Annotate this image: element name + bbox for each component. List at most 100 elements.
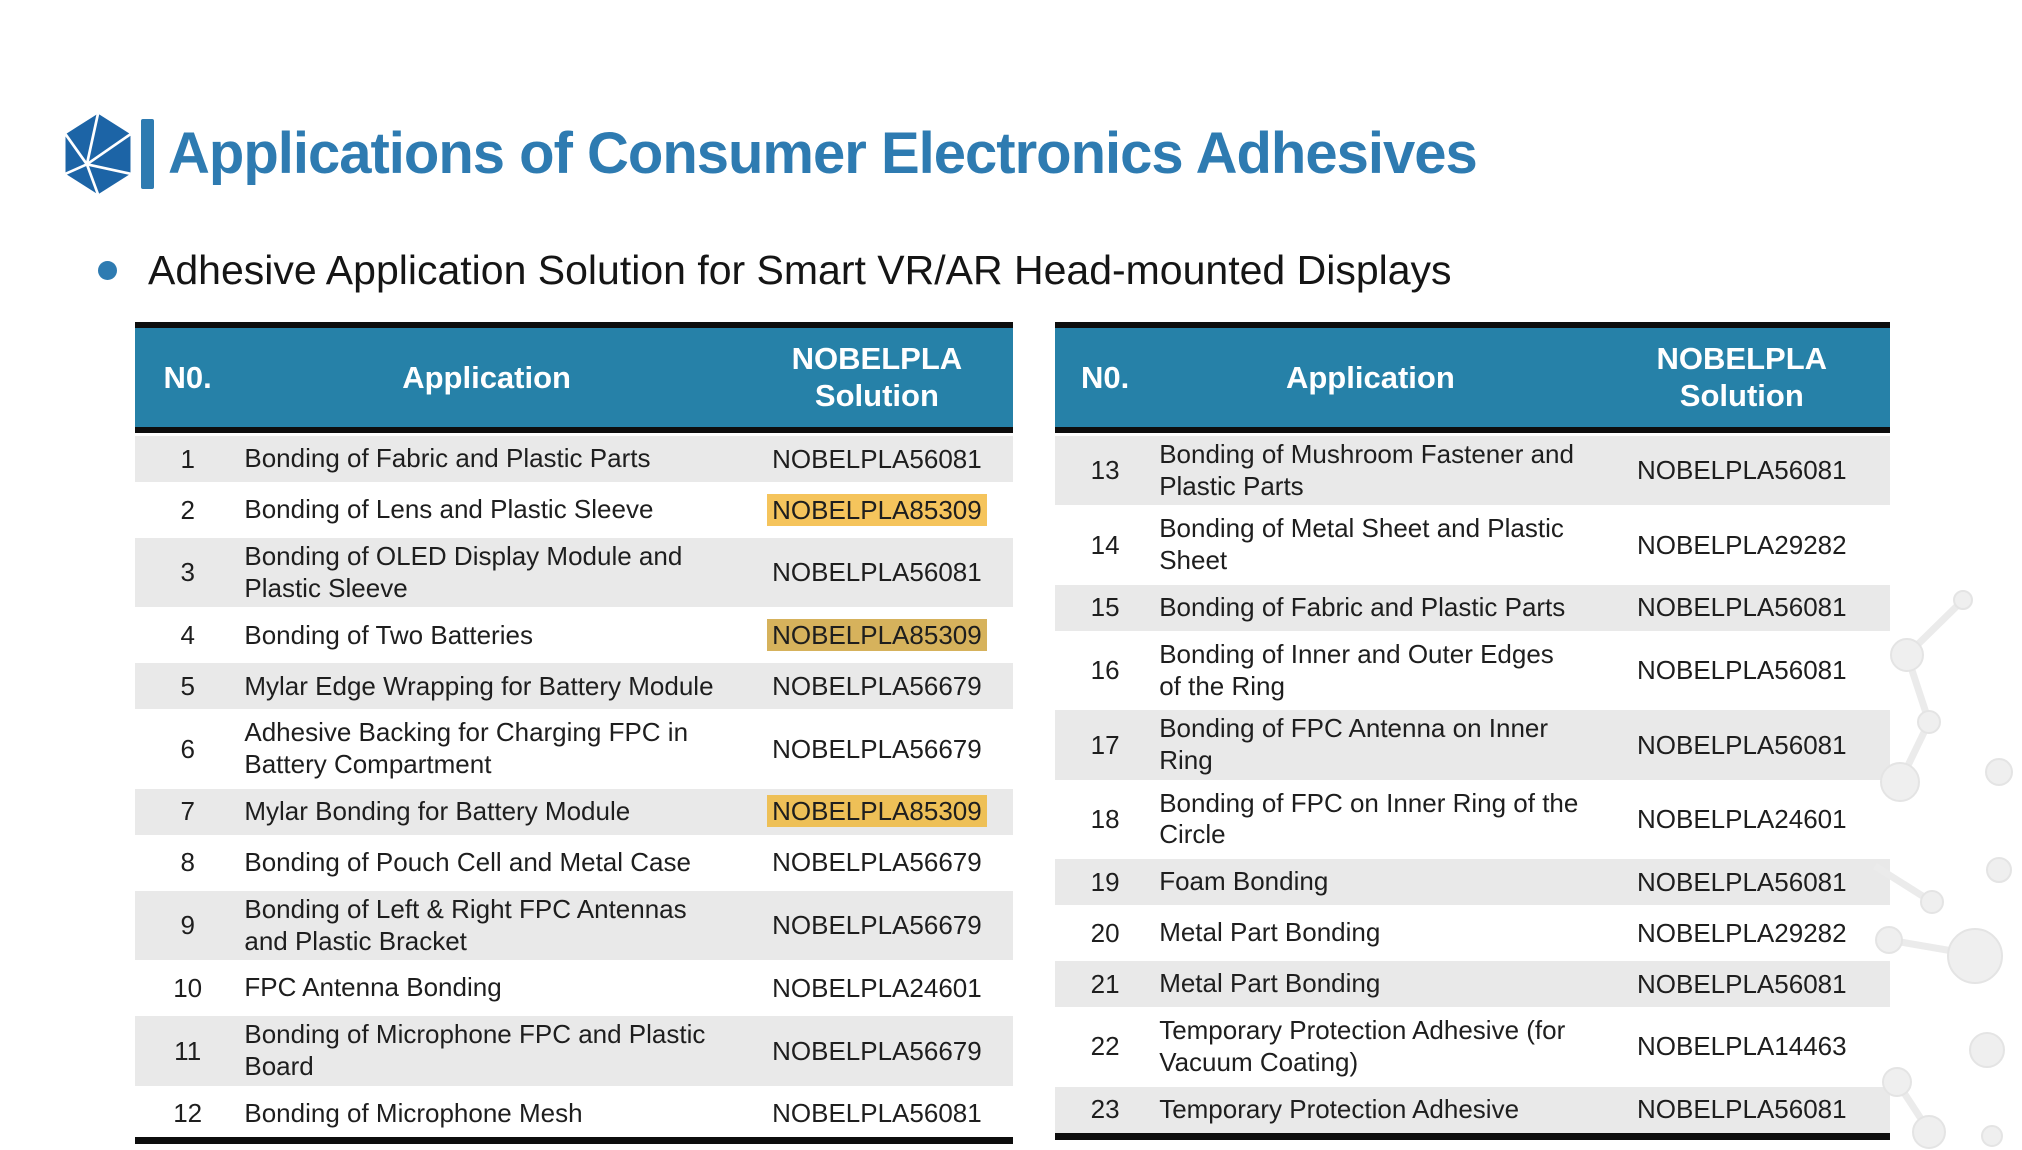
hexagon-facet-logo-icon: [64, 113, 132, 195]
cell-application: Bonding of OLED Display Module and Plast…: [244, 541, 683, 603]
cell-solution: NOBELPLA85309: [741, 618, 1013, 651]
table-header: N0. Application NOBELPLA Solution: [135, 322, 1013, 433]
page-title: Applications of Consumer Electronics Adh…: [168, 121, 1478, 186]
cell-solution: NOBELPLA56081: [1594, 1094, 1890, 1125]
cell-solution: NOBELPLA56081: [1594, 730, 1890, 761]
highlighted-solution-code: NOBELPLA85309: [767, 795, 987, 828]
slide-header: Applications of Consumer Electronics Adh…: [62, 112, 1478, 196]
cell-application: Temporary Protection Adhesive (for Vacuu…: [1159, 1015, 1566, 1077]
cell-solution: NOBELPLA29282: [1594, 530, 1890, 561]
table-row: 14 Bonding of Metal Sheet and Plastic She…: [1055, 510, 1890, 580]
cell-no: 10: [173, 972, 203, 1003]
cell-application: Metal Part Bonding: [1159, 917, 1381, 948]
solution-code: NOBELPLA56679: [772, 847, 982, 878]
solution-code: NOBELPLA56081: [1636, 968, 1847, 999]
cell-no: 5: [180, 670, 195, 701]
cell-solution: NOBELPLA56081: [741, 444, 1013, 475]
solution-code: NOBELPLA56081: [772, 443, 982, 474]
solution-code: NOBELPLA56081: [1636, 655, 1847, 686]
cell-solution: NOBELPLA24601: [1594, 804, 1890, 835]
subtitle-row: Adhesive Application Solution for Smart …: [98, 247, 1452, 293]
table-row: 6 Adhesive Backing for Charging FPC in Ba…: [135, 714, 1013, 784]
cell-solution: NOBELPLA56679: [741, 671, 1013, 702]
solution-code: NOBELPLA56081: [772, 1098, 982, 1129]
table-header: N0. Application NOBELPLA Solution: [1055, 322, 1890, 433]
solution-code: NOBELPLA56679: [772, 733, 982, 764]
solution-code: NOBELPLA29282: [1636, 529, 1847, 560]
cell-no: 9: [180, 910, 195, 941]
cell-application: Bonding of Inner and Outer Edges of the …: [1159, 638, 1554, 701]
header-solution: NOBELPLA Solution: [1594, 341, 1890, 414]
cell-solution: NOBELPLA56679: [741, 734, 1013, 765]
table-row: 9 Bonding of Left & Right FPC Antennas an…: [135, 890, 1013, 961]
table-row: 2 Bonding of Lens and Plastic Sleeve NOBEL…: [135, 487, 1013, 533]
cell-no: 2: [180, 494, 195, 525]
cell-application: Bonding of FPC on Inner Ring of the Circ…: [1159, 787, 1579, 850]
header-no: N0.: [1080, 359, 1130, 395]
table-row: 7 Mylar Bonding for Battery Module NOBELPL…: [135, 788, 1013, 835]
cell-application: Temporary Protection Adhesive: [1159, 1093, 1520, 1124]
cell-solution: NOBELPLA14463: [1594, 1031, 1890, 1062]
table-row: 15 Bonding of Fabric and Plastic Parts NOB…: [1055, 584, 1890, 631]
cell-application: Bonding of Microphone Mesh: [244, 1097, 583, 1128]
applications-table-right: N0. Application NOBELPLA Solution 13 Bond…: [1055, 322, 1890, 1140]
cell-application: Mylar Edge Wrapping for Battery Module: [244, 670, 714, 701]
cell-no: 19: [1090, 866, 1120, 897]
cell-application: Bonding of Pouch Cell and Metal Case: [244, 847, 691, 878]
molecule-watermark-icon: [1873, 590, 2013, 1149]
cell-application: Bonding of Mushroom Fastener and Plastic…: [1159, 439, 1574, 501]
table-row: 5 Mylar Edge Wrapping for Battery Module N…: [135, 663, 1013, 710]
cell-no: 14: [1090, 529, 1120, 560]
cell-application: FPC Antenna Bonding: [244, 972, 502, 1003]
table-row: 10 FPC Antenna Bonding NOBELPLA24601: [135, 965, 1013, 1012]
table-row: 1 Bonding of Fabric and Plastic Parts NOBE…: [135, 436, 1013, 482]
table-row: 4 Bonding of Two Batteries NOBELPLA85309: [135, 612, 1013, 659]
cell-solution: NOBELPLA56081: [1594, 455, 1890, 486]
solution-code: NOBELPLA56081: [1636, 592, 1847, 623]
cell-application: Bonding of FPC Antenna on Inner Ring: [1159, 713, 1549, 776]
cell-no: 11: [174, 1035, 202, 1066]
header-solution: NOBELPLA Solution: [741, 341, 1013, 414]
cell-application: Bonding of Two Batteries: [244, 619, 533, 650]
cell-solution: NOBELPLA56679: [741, 910, 1013, 941]
solution-code: NOBELPLA14463: [1636, 1031, 1847, 1062]
cell-application: Bonding of Fabric and Plastic Parts: [244, 443, 651, 474]
solution-code: NOBELPLA56679: [772, 1035, 982, 1066]
header-solution-line1: NOBELPLA: [1656, 340, 1828, 376]
cell-application: Adhesive Backing for Charging FPC in Bat…: [244, 717, 689, 780]
table-row: 23 Temporary Protection Adhesive NOBELPLA5…: [1055, 1086, 1890, 1133]
cell-no: 16: [1090, 655, 1120, 686]
table-row: 19 Foam Bonding NOBELPLA56081: [1055, 859, 1890, 906]
cell-application: Bonding of Fabric and Plastic Parts: [1159, 592, 1566, 623]
cell-application: Foam Bonding: [1159, 866, 1329, 897]
cell-solution: NOBELPLA56081: [741, 1098, 1013, 1129]
cell-solution: NOBELPLA56081: [1594, 592, 1890, 623]
cell-solution: NOBELPLA24601: [741, 973, 1013, 1004]
highlighted-solution-code: NOBELPLA85309: [767, 493, 987, 526]
cell-no: 17: [1090, 729, 1120, 760]
highlighted-solution-code: NOBELPLA85309: [767, 618, 987, 651]
solution-code: NOBELPLA56081: [1636, 866, 1847, 897]
cell-solution: NOBELPLA56081: [1594, 969, 1890, 1000]
cell-no: 1: [180, 443, 195, 474]
cell-solution: NOBELPLA56679: [741, 847, 1013, 878]
table-row: 11 Bonding of Microphone FPC and Plastic …: [135, 1016, 1013, 1086]
table-row: 18 Bonding of FPC on Inner Ring of the Ci…: [1055, 784, 1890, 855]
header-solution-line2: Solution: [814, 377, 939, 413]
cell-solution: NOBELPLA29282: [1594, 918, 1890, 949]
cell-application: Bonding of Lens and Plastic Sleeve: [244, 494, 654, 525]
solution-code: NOBELPLA24601: [772, 972, 982, 1003]
cell-no: 15: [1090, 592, 1120, 623]
cell-no: 8: [180, 847, 195, 878]
table-row: 20 Metal Part Bonding NOBELPLA29282: [1055, 910, 1890, 957]
table-row: 21 Metal Part Bonding NOBELPLA56081: [1055, 961, 1890, 1008]
header-solution-line1: NOBELPLA: [791, 340, 963, 376]
header-no: N0.: [163, 359, 212, 395]
cell-no: 13: [1090, 455, 1120, 486]
cell-no: 22: [1090, 1031, 1120, 1062]
cell-no: 12: [173, 1098, 203, 1129]
solution-code: NOBELPLA56679: [772, 910, 982, 941]
subtitle-text: Adhesive Application Solution for Smart …: [148, 247, 1452, 293]
cell-no: 3: [180, 557, 195, 588]
